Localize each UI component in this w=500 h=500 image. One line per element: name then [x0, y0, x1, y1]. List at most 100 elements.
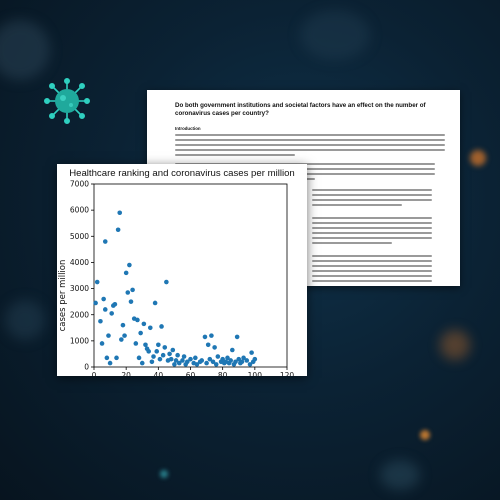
data-point	[159, 324, 164, 329]
data-point	[125, 290, 131, 295]
data-point	[215, 354, 221, 359]
document-intro-heading: Introduction	[175, 126, 201, 131]
text-line	[312, 275, 432, 277]
data-point	[207, 356, 213, 362]
text-line	[312, 194, 432, 196]
data-point	[168, 356, 174, 362]
data-point	[147, 325, 153, 331]
data-point	[230, 347, 235, 353]
y-tick-label: 1000	[70, 336, 89, 345]
scatter-chart: 0 20 40 60 80 100 120 0 1000 2000 3000 4000 5000 6000…	[58, 180, 295, 376]
text-line	[312, 255, 432, 257]
data-point	[152, 300, 158, 306]
data-point	[202, 334, 208, 340]
text-line	[312, 232, 432, 234]
data-point	[199, 358, 205, 363]
virus-icon	[44, 78, 90, 124]
y-tick-label: 3000	[70, 284, 89, 293]
data-point	[212, 345, 217, 350]
data-point	[115, 227, 121, 233]
data-point	[151, 354, 156, 359]
data-point	[102, 239, 108, 244]
data-point	[143, 342, 148, 348]
text-line	[312, 199, 432, 201]
x-tick-label: 60	[186, 371, 196, 376]
text-line	[312, 280, 432, 282]
bokeh-light	[160, 470, 168, 478]
text-line	[175, 149, 445, 151]
y-tick-label: 2000	[70, 310, 89, 319]
data-point	[175, 352, 180, 358]
data-point	[127, 262, 132, 268]
data-point	[135, 317, 140, 323]
data-point	[141, 321, 147, 327]
data-point	[130, 287, 135, 293]
text-line	[312, 227, 432, 229]
data-point	[213, 362, 219, 367]
bokeh-light	[300, 10, 370, 60]
data-point	[107, 360, 113, 366]
bokeh-light	[440, 330, 470, 360]
data-point	[157, 356, 163, 362]
data-point	[133, 341, 139, 346]
x-tick-label: 100	[248, 371, 263, 376]
data-point	[233, 359, 238, 365]
y-tick-label: 5000	[70, 232, 89, 241]
data-point	[173, 358, 179, 363]
data-point	[101, 296, 106, 302]
data-point	[184, 359, 190, 365]
data-point	[247, 362, 253, 367]
data-point	[139, 360, 145, 366]
data-point	[102, 307, 108, 312]
bokeh-light	[5, 300, 45, 340]
x-tick-label: 120	[280, 371, 295, 376]
y-tick-label: 7000	[70, 180, 89, 189]
data-point	[114, 355, 119, 361]
text-line	[312, 260, 432, 262]
bokeh-light	[380, 460, 420, 490]
text-line	[312, 217, 432, 219]
data-point	[156, 342, 161, 348]
x-tick-label: 80	[218, 371, 228, 376]
data-point	[119, 337, 124, 342]
document-title: Do both government institutions and soci…	[175, 102, 426, 117]
data-point	[220, 356, 225, 362]
data-point	[122, 333, 127, 338]
bokeh-light	[0, 20, 50, 80]
data-point	[228, 358, 234, 363]
data-point	[104, 355, 110, 361]
data-point	[172, 362, 177, 367]
data-point	[164, 279, 169, 285]
data-point	[93, 300, 98, 306]
text-line	[312, 237, 432, 239]
data-point	[146, 349, 151, 354]
data-point	[193, 355, 198, 361]
data-point	[123, 270, 129, 276]
x-tick-label: 20	[121, 371, 131, 376]
data-point	[244, 358, 250, 363]
y-tick-label: 4000	[70, 258, 89, 267]
data-point	[204, 360, 209, 366]
data-point	[136, 355, 142, 361]
chart-card: Healthcare ranking and coronavirus cases…	[57, 164, 307, 376]
data-point	[162, 345, 168, 350]
data-point	[241, 355, 246, 361]
text-line	[175, 144, 445, 146]
y-axis-label: cases per million	[58, 260, 68, 332]
data-point	[236, 356, 242, 362]
text-line	[312, 222, 432, 224]
text-line	[312, 204, 402, 206]
data-point	[181, 354, 187, 359]
data-point	[154, 349, 160, 354]
data-point	[234, 334, 240, 340]
data-point	[106, 333, 111, 338]
data-point	[170, 347, 176, 353]
data-point	[99, 341, 105, 346]
y-tick-label: 6000	[70, 206, 89, 215]
data-point	[94, 279, 100, 285]
data-point	[252, 356, 258, 362]
chart-title: Healthcare ranking and coronavirus cases…	[69, 168, 295, 179]
data-point	[112, 301, 118, 307]
text-line	[312, 189, 432, 191]
data-point	[109, 311, 114, 316]
